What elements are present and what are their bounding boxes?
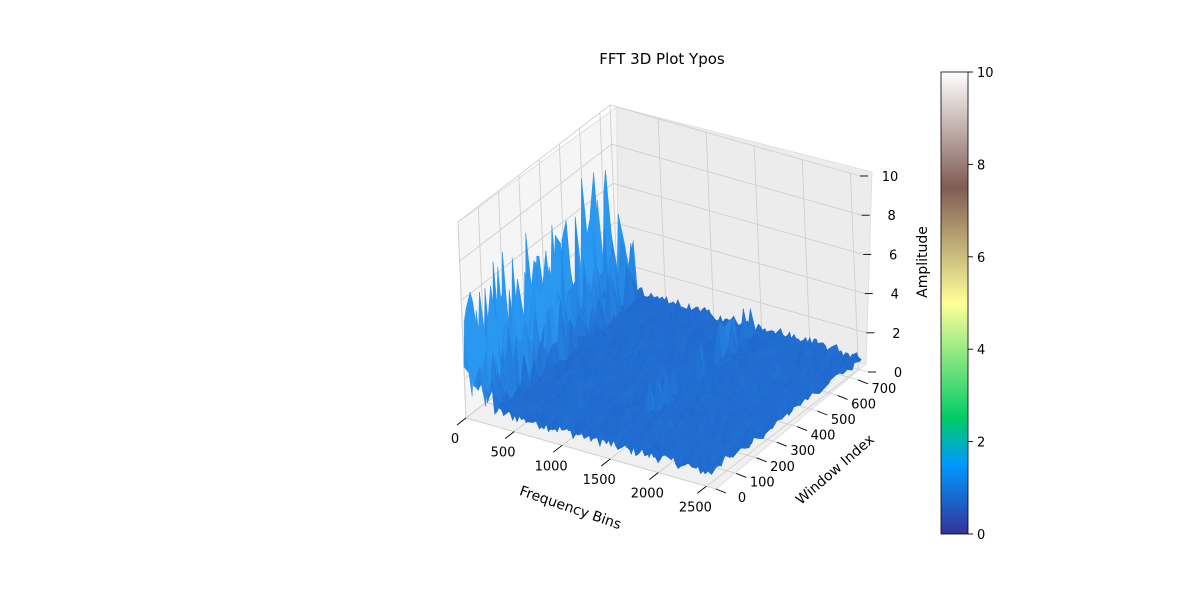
z-tick-label: 6 (889, 248, 897, 263)
colorbar-tick-label: 2 (977, 436, 985, 451)
fft-surface (463, 170, 862, 475)
chart-title: FFT 3D Plot Ypos (599, 50, 725, 68)
x-tick-mark (649, 472, 659, 480)
y-tick-label: 600 (851, 397, 876, 412)
y-tick-mark (756, 457, 767, 463)
x-tick-label: 1500 (583, 473, 616, 488)
surface-patch (709, 467, 717, 475)
x-tick-label: 2000 (631, 487, 664, 502)
colorbar-tick-label: 8 (977, 158, 985, 173)
colorbar: 0 2 4 6 8 10 (940, 66, 994, 543)
y-tick-label: 500 (831, 413, 856, 428)
z-axis: 0 2 4 6 8 10 (860, 170, 902, 381)
colorbar-tick-label: 6 (977, 251, 985, 266)
z-tick-label: 2 (892, 327, 900, 342)
y-tick-mark (796, 426, 808, 432)
x-tick-mark (697, 485, 707, 494)
z-grid-line (457, 104, 861, 223)
x-tick-mark (456, 417, 467, 426)
x-tick-mark (552, 444, 563, 453)
y-tick-mark (857, 379, 869, 385)
z-grid-line (459, 143, 862, 262)
x-tick-label: 500 (491, 446, 516, 461)
x-tick-mark (504, 431, 515, 440)
x-tick-mark (600, 458, 611, 467)
colorbar-gradient (940, 71, 969, 535)
z-tick-label: 8 (887, 209, 895, 224)
z-grid-line (460, 182, 864, 301)
y-tick-mark (776, 441, 787, 447)
colorbar-tick-label: 10 (977, 66, 994, 81)
x-tick-label: 2500 (679, 500, 712, 515)
y-tick-label: 300 (790, 444, 815, 459)
y-tick-mark (736, 472, 747, 478)
y-tick-label: 200 (770, 460, 795, 475)
y-tick-label: 400 (811, 429, 836, 444)
x-tick-label: 0 (451, 432, 459, 447)
x-axis: 0 500 1000 1500 2000 2500 (451, 417, 712, 515)
colorbar-tick-label: 0 (977, 528, 985, 543)
colorbar-tick-label: 4 (977, 343, 985, 358)
y-tick-label: 0 (738, 491, 746, 506)
z-tick-label: 0 (894, 366, 902, 381)
y-tick-mark (715, 488, 727, 494)
z-tick-label: 4 (891, 288, 899, 303)
y-tick-mark (817, 410, 828, 416)
y-tick-label: 100 (750, 475, 775, 490)
x-tick-label: 1000 (535, 459, 568, 474)
z-tick-label: 10 (882, 170, 899, 185)
x-axis-label: Frequency Bins (517, 483, 623, 533)
y-tick-mark (837, 394, 848, 400)
z-axis-label: Amplitude (915, 226, 931, 298)
y-tick-label: 700 (871, 382, 896, 397)
colorbar-ticks: 0 2 4 6 8 10 (968, 66, 994, 543)
